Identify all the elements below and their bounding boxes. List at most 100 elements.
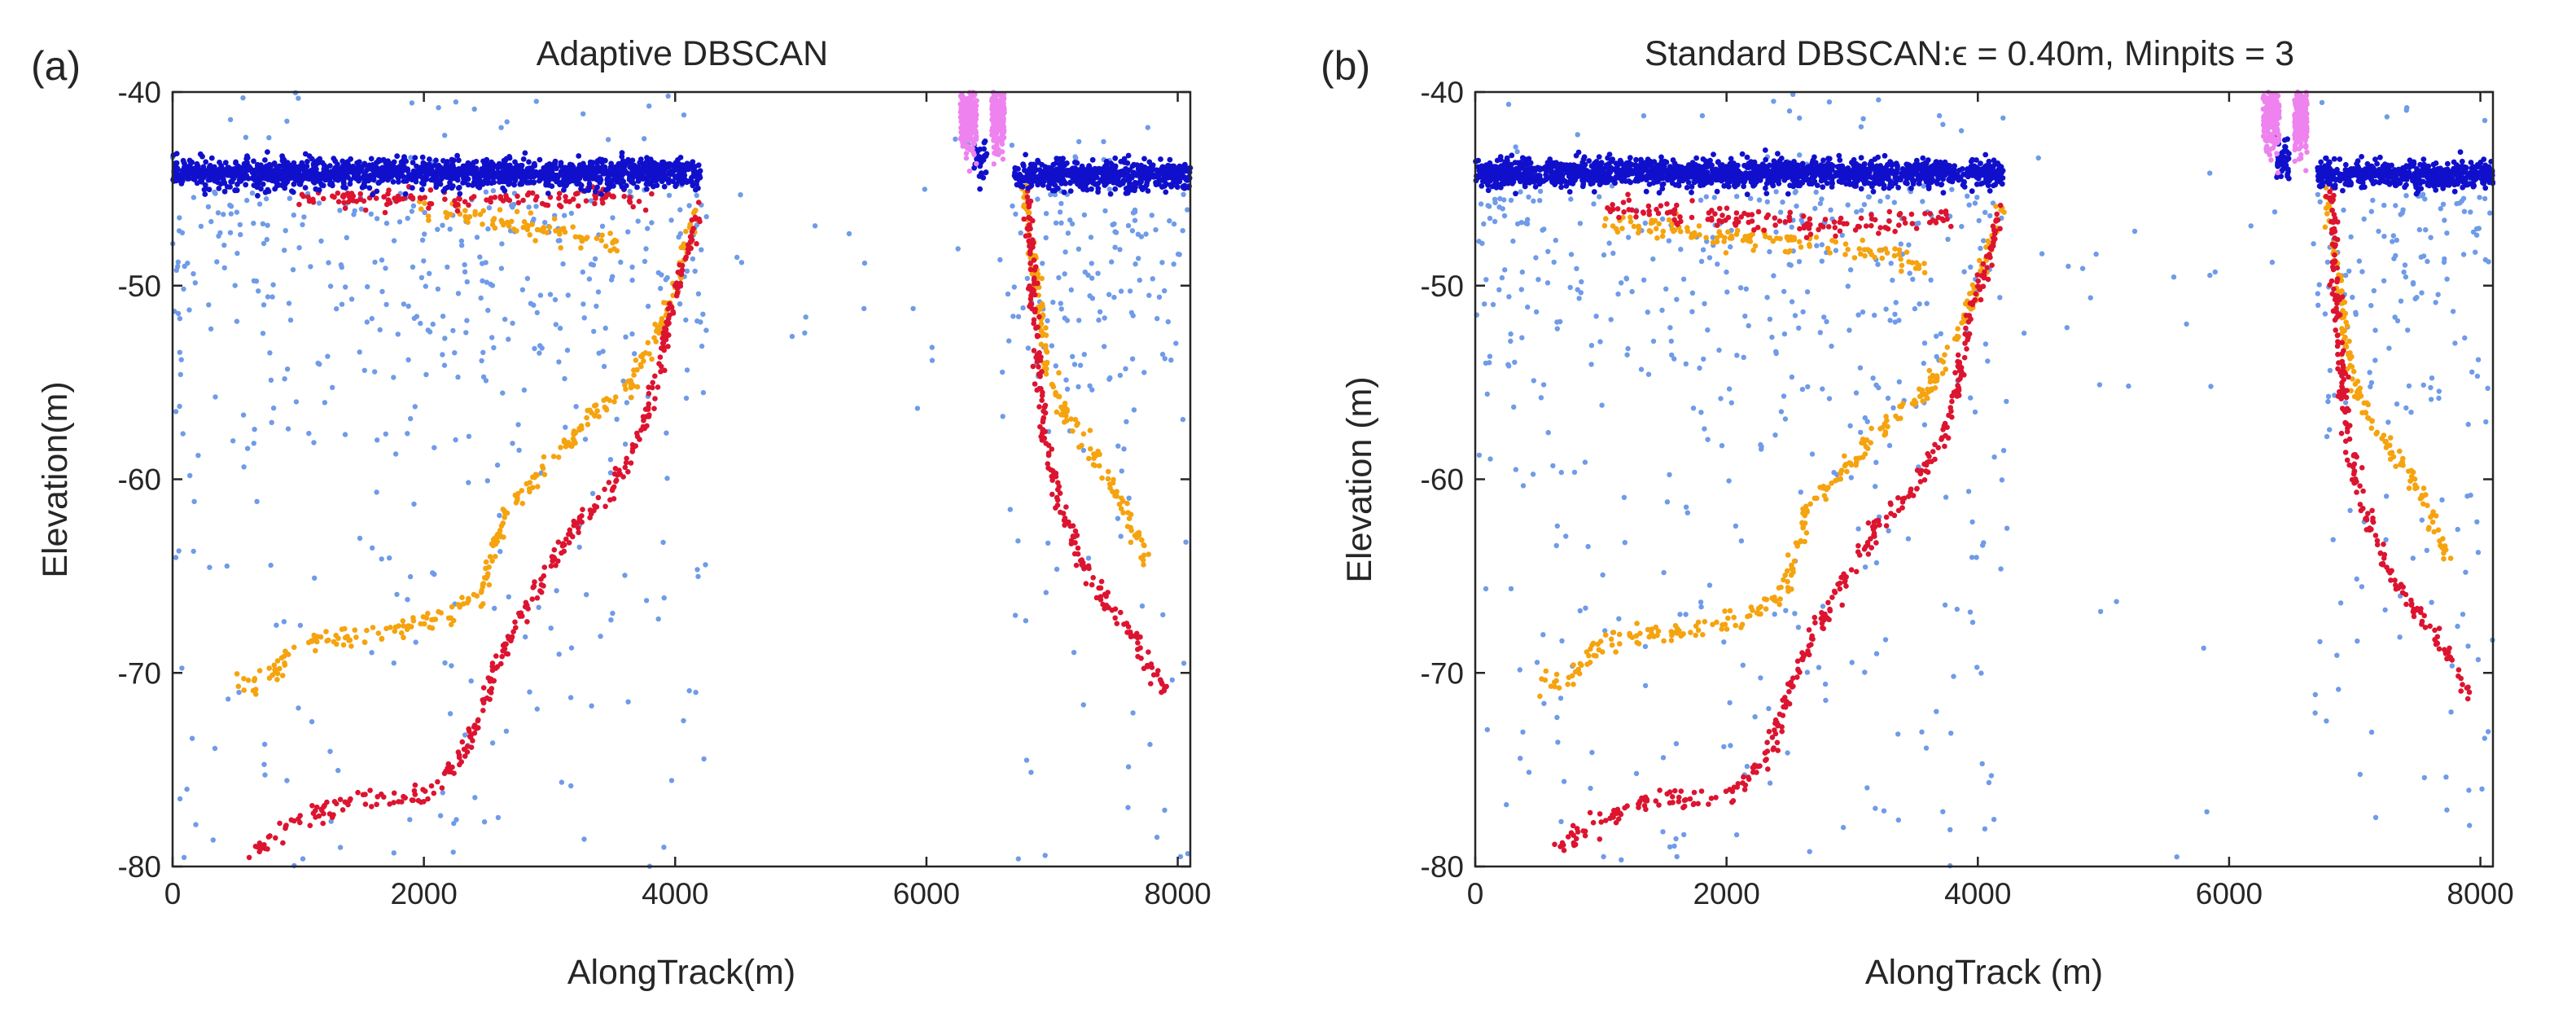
red-point (689, 229, 695, 235)
noise-point (690, 256, 696, 262)
noise-point (1616, 616, 1622, 621)
noise-point (422, 231, 427, 237)
surface-point (563, 182, 569, 189)
noise-point (608, 277, 615, 283)
surface-point (653, 176, 659, 182)
pink-point (970, 94, 975, 100)
noise-point (1728, 243, 1733, 250)
red-point (1054, 494, 1060, 501)
orange-point (1070, 428, 1076, 434)
noise-point (184, 786, 190, 792)
noise-point (394, 591, 400, 598)
noise-point (282, 248, 287, 253)
surface-point (549, 165, 555, 171)
noise-point (1062, 271, 1067, 277)
noise-point (2248, 223, 2254, 229)
noise-point (659, 272, 664, 278)
noise-point (296, 245, 302, 251)
orange-point (253, 691, 259, 697)
red-point (1155, 668, 1161, 673)
noise-point (2097, 608, 2104, 615)
surface-point (366, 185, 373, 191)
surface-point (173, 176, 179, 182)
noise-point (1674, 296, 1680, 302)
noise-point (413, 639, 418, 645)
noise-point (1505, 362, 1511, 367)
noise-point (339, 301, 345, 307)
surface-point (528, 174, 534, 180)
surface-point (304, 159, 310, 165)
red-point (660, 340, 667, 346)
noise-point (2444, 276, 2450, 282)
noise-point (607, 470, 614, 476)
noise-point (1009, 143, 1015, 148)
red-point (555, 539, 562, 545)
noise-point (2394, 401, 2400, 407)
red-point (687, 239, 694, 245)
noise-point (664, 476, 670, 481)
red-point (1034, 332, 1040, 339)
noise-point (483, 378, 489, 384)
noise-point (622, 573, 628, 578)
noise-point (1153, 227, 1159, 233)
orange-point (271, 662, 278, 669)
orange-point (480, 208, 486, 214)
noise-point (504, 119, 510, 125)
noise-point (318, 238, 324, 244)
noise-point (499, 241, 505, 247)
orange-point (526, 486, 532, 492)
pink-point (995, 121, 1001, 126)
surface-point (600, 164, 606, 170)
noise-point (502, 316, 508, 322)
noise-point (2370, 197, 2376, 204)
red-point (1157, 677, 1163, 682)
noise-point (480, 349, 486, 355)
noise-point (629, 264, 635, 270)
noise-point (580, 269, 585, 275)
noise-point (614, 416, 620, 422)
noise-point (699, 247, 704, 252)
noise-point (1138, 234, 1145, 239)
pink-point (970, 121, 975, 128)
surface-point (697, 168, 703, 174)
noise-point (1113, 230, 1119, 235)
noise-point (632, 351, 637, 357)
surface-point (616, 160, 622, 167)
noise-point (2416, 226, 2422, 233)
noise-point (419, 237, 426, 243)
surface-point (580, 160, 586, 167)
noise-point (1042, 853, 1048, 858)
noise-point (1661, 569, 1667, 576)
noise-point (503, 728, 510, 734)
orange-point (379, 636, 385, 643)
surface-point (1118, 172, 1124, 178)
red-point (497, 195, 504, 201)
noise-point (480, 374, 487, 379)
orange-point (614, 248, 620, 254)
red-point (624, 455, 629, 462)
noise-point (2131, 228, 2138, 235)
red-point (494, 664, 501, 669)
noise-point (803, 314, 808, 320)
surface-point (626, 177, 633, 183)
red-point (1072, 528, 1079, 534)
orange-point (1097, 463, 1102, 469)
orange-point (341, 625, 348, 632)
orange-point (1043, 367, 1049, 373)
noise-point (559, 779, 565, 785)
pink-point (959, 93, 966, 99)
surface-point (471, 180, 477, 186)
noise-point (1487, 353, 1493, 359)
noise-point (2397, 634, 2403, 640)
surface-point (432, 178, 438, 184)
noise-point (489, 283, 496, 288)
orange-point (519, 488, 525, 494)
red-point (607, 497, 613, 503)
noise-point (407, 817, 413, 823)
noise-point (489, 335, 495, 340)
noise-point (1700, 247, 1706, 252)
red-point (1112, 615, 1118, 621)
noise-point (410, 264, 416, 270)
noise-point (1499, 274, 1505, 281)
noise-point (445, 264, 450, 270)
